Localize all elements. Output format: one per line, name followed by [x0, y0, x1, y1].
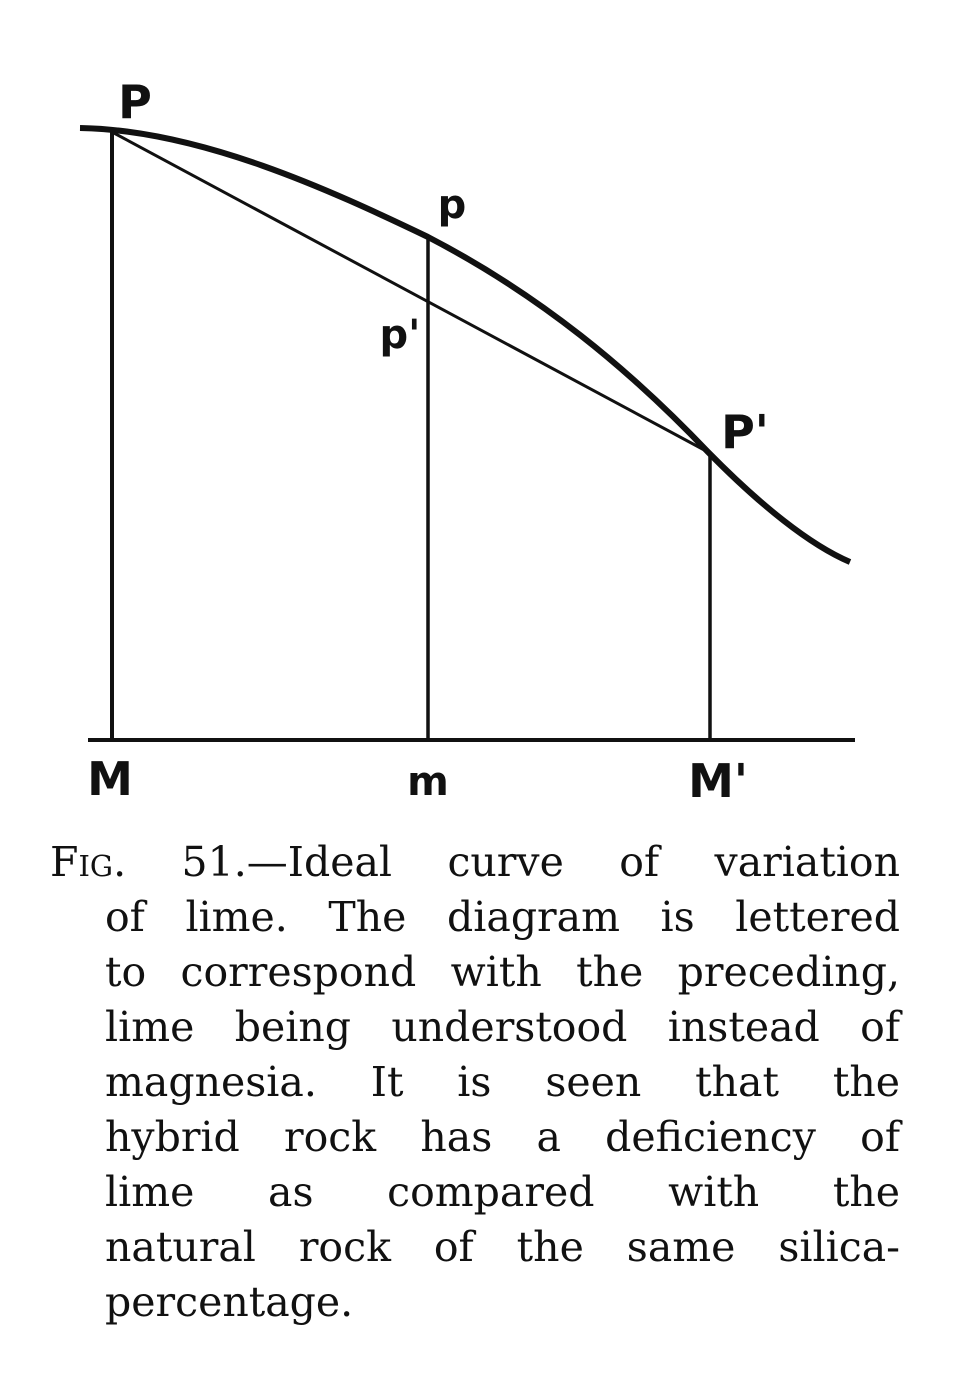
- caption-text: natural rock of the same silica-: [105, 1223, 900, 1271]
- label: M: [87, 752, 133, 806]
- caption-text: magnesia. It is seen that the: [105, 1058, 900, 1106]
- caption-line: percentage.: [50, 1275, 900, 1330]
- lines: [79, 125, 855, 742]
- caption-text: to correspond with the preceding,: [105, 948, 900, 996]
- caption-line: of lime. The diagram is lettered: [50, 890, 900, 945]
- caption-line: hybrid rock has a deficiency of: [50, 1110, 900, 1165]
- caption-text: of lime. The diagram is lettered: [105, 893, 900, 941]
- caption-line: natural rock of the same silica-: [50, 1220, 900, 1275]
- caption-text: percentage.: [105, 1278, 354, 1326]
- caption-text: hybrid rock has a deficiency of: [105, 1113, 900, 1161]
- caption-text: lime being understood instead of: [105, 1003, 900, 1051]
- caption-line: lime being understood instead of: [50, 1000, 900, 1055]
- label: M': [688, 754, 748, 808]
- curve: [79, 125, 852, 565]
- chord: [111, 130, 709, 454]
- caption-line: lime as compared with the: [50, 1165, 900, 1220]
- caption-text: lime as compared with the: [105, 1168, 900, 1216]
- label: m: [407, 759, 449, 805]
- label: p': [380, 312, 421, 358]
- caption-text: —Ideal curve of variation: [246, 838, 900, 886]
- label: P': [721, 405, 769, 459]
- label: P: [118, 75, 152, 129]
- diagram: P p p' P' M m M': [79, 75, 855, 808]
- caption-line: Fig. 51.—Ideal curve of variation: [50, 835, 900, 890]
- label: p: [438, 182, 467, 228]
- caption: Fig. 51.—Ideal curve of variation of lime…: [50, 835, 900, 1330]
- caption-line: to correspond with the preceding,: [50, 945, 900, 1000]
- figure-label: Fig. 51.: [50, 838, 247, 886]
- caption-line: magnesia. It is seen that the: [50, 1055, 900, 1110]
